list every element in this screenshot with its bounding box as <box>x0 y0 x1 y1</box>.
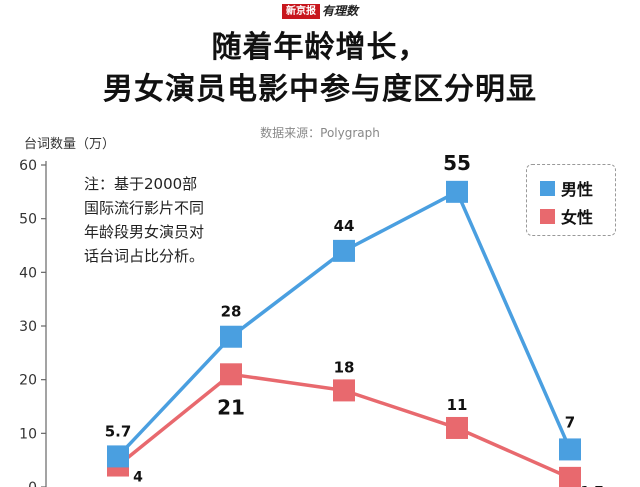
male-data-label: 7 <box>565 413 575 431</box>
y-tick-label: 0 <box>28 480 37 487</box>
male-point-marker <box>220 325 242 348</box>
note-line: 注：基于2000部 <box>84 175 198 193</box>
female-data-label: 1.7 <box>580 485 603 487</box>
legend-item-male: 男性 <box>540 176 593 200</box>
male-point-marker <box>559 438 581 461</box>
male-point-marker <box>107 445 129 468</box>
male-point-marker <box>446 180 468 203</box>
female-data-label: 18 <box>334 358 355 376</box>
male-data-label: 28 <box>221 303 242 321</box>
female-point-marker <box>220 363 242 386</box>
female-data-label: 21 <box>217 395 245 419</box>
male-data-label: 44 <box>334 217 355 235</box>
legend-label-female: 女性 <box>561 208 594 227</box>
female-data-label: 11 <box>447 396 468 414</box>
female-point-marker <box>333 379 355 402</box>
chart-note: 注：基于2000部 国际流行影片不同 年龄段男女演员对 话台词占比分析。 <box>84 172 236 268</box>
chart-title-line-2: 男女演员电影中参与度区分明显 <box>103 72 537 107</box>
note-line: 国际流行影片不同 <box>84 199 205 217</box>
male-data-label: 5.7 <box>105 422 132 440</box>
y-tick-label: 60 <box>19 158 37 174</box>
y-tick-label: 10 <box>19 426 37 442</box>
female-point-marker <box>559 466 581 487</box>
y-tick-label: 40 <box>19 265 37 281</box>
y-tick-label: 50 <box>19 212 37 228</box>
note-line: 年龄段男女演员对 <box>84 223 205 241</box>
legend-item-female: 女性 <box>540 204 593 228</box>
legend: 男性 女性 <box>526 164 616 236</box>
note-line: 话台词占比分析。 <box>84 247 205 265</box>
brand-script: 有理数 <box>321 4 358 18</box>
female-data-label: 4 <box>133 470 143 486</box>
y-tick-label: 20 <box>19 373 37 389</box>
female-point-marker <box>446 416 468 439</box>
legend-swatch-male <box>540 180 555 196</box>
legend-swatch-female <box>540 208 555 224</box>
chart-title-line-1: 随着年龄增长， <box>211 30 429 65</box>
data-source: 数据来源：Polygraph <box>260 126 380 140</box>
brand-logo: 新京报 有理数 <box>0 4 640 19</box>
y-axis-label: 台词数量（万） <box>24 137 116 152</box>
brand-box: 新京报 <box>281 4 320 19</box>
legend-label-male: 男性 <box>561 180 594 199</box>
male-point-marker <box>333 239 355 262</box>
y-tick-label: 30 <box>19 319 37 335</box>
male-data-label: 55 <box>443 151 471 175</box>
